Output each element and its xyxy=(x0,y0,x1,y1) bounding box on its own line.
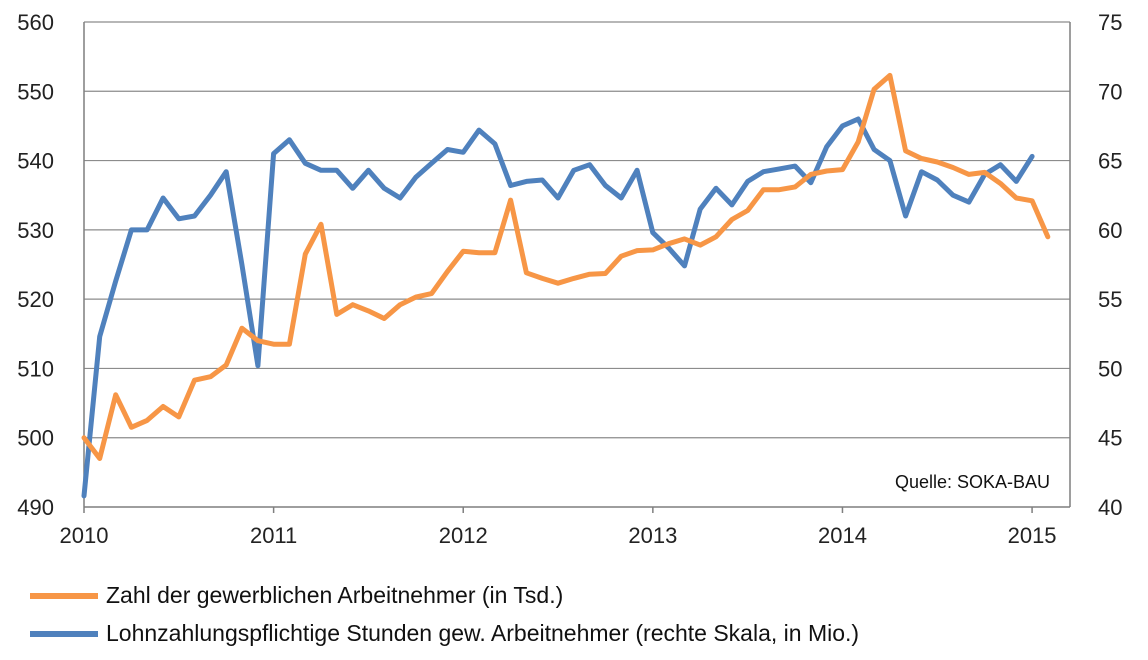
x-tick-label: 2012 xyxy=(439,523,488,548)
legend-label-hours: Lohnzahlungspflichtige Stunden gew. Arbe… xyxy=(106,620,860,646)
y-right-tick-label: 45 xyxy=(1098,426,1122,451)
y-right-tick-label: 70 xyxy=(1098,79,1122,104)
x-axis-ticks: 2010 2011 2012 2013 2014 2015 xyxy=(60,507,1057,548)
x-tick-label: 2011 xyxy=(250,523,297,548)
series-line-hours xyxy=(81,116,1035,499)
y-left-tick-label: 540 xyxy=(17,149,54,174)
y-right-tick-label: 75 xyxy=(1098,10,1122,35)
x-tick-label: 2015 xyxy=(1008,523,1057,548)
y-right-tick-label: 40 xyxy=(1098,495,1122,520)
y-left-tick-label: 560 xyxy=(17,10,54,35)
x-tick-label: 2014 xyxy=(818,523,867,548)
legend-swatch-blue xyxy=(30,630,98,637)
x-tick-label: 2013 xyxy=(628,523,677,548)
y-left-tick-label: 530 xyxy=(17,218,54,243)
legend-item-hours: Lohnzahlungspflichtige Stunden gew. Arbe… xyxy=(30,620,859,647)
y-left-tick-label: 490 xyxy=(17,495,54,520)
y-left-tick-label: 550 xyxy=(17,79,54,104)
legend-swatch-orange xyxy=(30,592,98,599)
y-right-tick-label: 65 xyxy=(1098,149,1122,174)
legend-item-workers: Zahl der gewerblichen Arbeitnehmer (in T… xyxy=(30,582,563,609)
gridlines xyxy=(84,21,1070,439)
y-left-tick-label: 510 xyxy=(17,356,54,381)
y-axis-left-ticks: 490 500 510 520 530 540 550 560 xyxy=(17,10,54,520)
line-chart: 490 500 510 520 530 540 550 560 40 45 50 55 60 65 70 7… xyxy=(17,10,1122,548)
y-left-tick-label: 500 xyxy=(17,426,54,451)
y-right-tick-label: 55 xyxy=(1098,287,1122,312)
y-axis-right-ticks: 40 45 50 55 60 65 70 75 xyxy=(1098,10,1122,520)
axes xyxy=(83,22,1071,508)
series-line-workers xyxy=(81,72,1051,461)
series-lines xyxy=(81,72,1051,499)
y-right-tick-label: 50 xyxy=(1098,356,1122,381)
legend-label-workers: Zahl der gewerblichen Arbeitnehmer (in T… xyxy=(106,582,564,608)
source-note: Quelle: SOKA-BAU xyxy=(895,472,1050,492)
x-tick-label: 2010 xyxy=(60,523,109,548)
source-box xyxy=(842,464,1060,498)
y-right-tick-label: 60 xyxy=(1098,218,1122,243)
y-left-tick-label: 520 xyxy=(17,287,54,312)
